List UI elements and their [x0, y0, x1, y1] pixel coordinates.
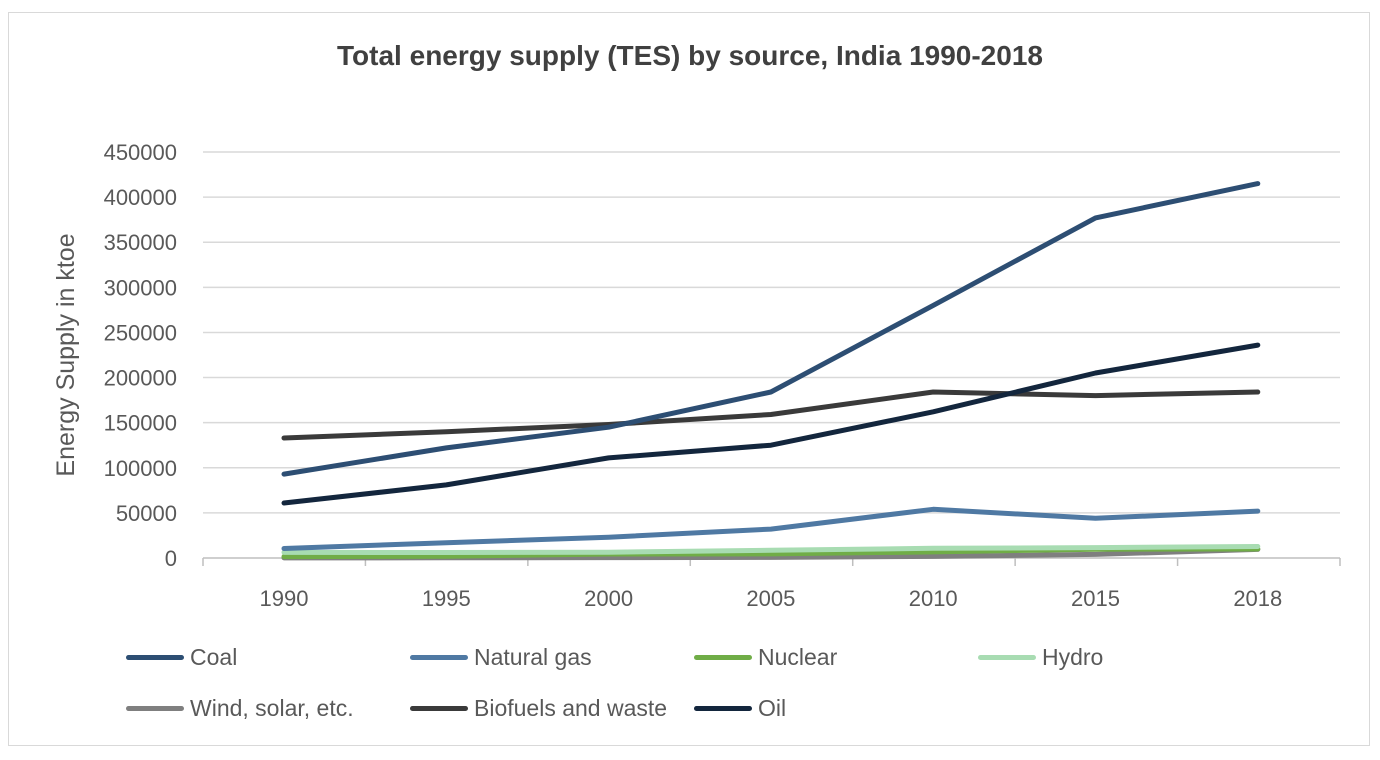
legend-label: Natural gas — [474, 643, 592, 670]
y-tick-label: 0 — [165, 546, 177, 571]
x-tick-label: 1990 — [260, 586, 309, 611]
y-tick-label: 50000 — [116, 501, 177, 526]
series-line-coal — [281, 181, 1261, 477]
x-tick-label: 2000 — [584, 586, 633, 611]
y-axis-label: Energy Supply in ktoe — [52, 233, 80, 476]
legend-swatch — [694, 654, 752, 660]
legend-swatch — [410, 654, 468, 660]
x-tick-label: 1995 — [422, 586, 471, 611]
x-axis: 1990 1995 2000 2005 2010 2015 2018 — [202, 557, 1341, 611]
legend-swatch — [410, 705, 468, 711]
legend-label: Oil — [758, 694, 787, 721]
legend-swatch — [126, 705, 184, 711]
legend-label: Coal — [190, 643, 238, 670]
legend-item: Wind, solar, etc. — [126, 693, 354, 723]
series-line-natural-gas — [281, 506, 1261, 551]
series-line-biofuels-and-waste — [281, 389, 1261, 441]
legend-swatch — [126, 654, 184, 660]
chart-frame — [8, 12, 1370, 746]
y-tick-label: 200000 — [104, 366, 177, 391]
legend-item: Hydro — [978, 642, 1103, 672]
legend-item: Biofuels and waste — [410, 693, 667, 723]
legend-item: Nuclear — [694, 642, 837, 672]
y-tick-label: 400000 — [104, 185, 177, 210]
y-tick-label: 450000 — [104, 140, 177, 165]
legend-item: Oil — [694, 693, 786, 723]
legend-item: Natural gas — [410, 642, 592, 672]
x-tick-label: 2018 — [1233, 586, 1282, 611]
legend-item: Coal — [126, 642, 237, 672]
x-tick-label: 2010 — [909, 586, 958, 611]
legend-label: Wind, solar, etc. — [190, 694, 354, 721]
legend-label: Hydro — [1042, 643, 1104, 670]
y-axis: 0 50000 100000 150000 200000 250000 300000 3500… — [104, 140, 177, 571]
legend-label: Nuclear — [758, 643, 838, 670]
legend-label: Biofuels and waste — [474, 694, 668, 721]
y-tick-label: 250000 — [104, 320, 177, 345]
y-tick-label: 100000 — [104, 456, 177, 481]
x-tick-label: 2005 — [746, 586, 795, 611]
series-line-oil — [281, 342, 1261, 506]
legend-swatch — [978, 654, 1036, 660]
y-tick-label: 300000 — [104, 275, 177, 300]
gridlines — [203, 151, 1340, 514]
y-tick-label: 350000 — [104, 230, 177, 255]
series-lines — [281, 181, 1261, 561]
chart-title: Total energy supply (TES) by source, Ind… — [337, 40, 1043, 71]
series-line-hydro — [281, 544, 1261, 555]
legend-swatch — [694, 705, 752, 711]
y-tick-label: 150000 — [104, 411, 177, 436]
x-tick-label: 2015 — [1071, 586, 1120, 611]
